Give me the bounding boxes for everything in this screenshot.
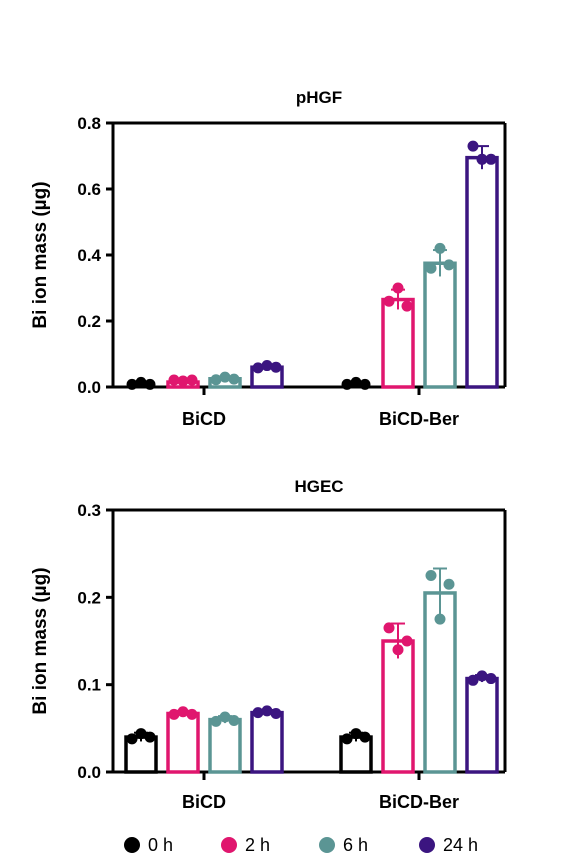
data-point bbox=[126, 733, 138, 745]
data-point bbox=[434, 242, 446, 254]
bar bbox=[465, 155, 499, 389]
y-tick-label: 0.2 bbox=[77, 312, 101, 331]
data-point bbox=[341, 733, 353, 745]
data-point bbox=[476, 670, 488, 682]
chart-title: HGEC bbox=[294, 477, 343, 496]
x-tick-label: BiCD-Ber bbox=[379, 792, 459, 812]
data-point bbox=[443, 259, 455, 271]
data-point bbox=[144, 731, 156, 743]
bar bbox=[423, 261, 457, 389]
data-point bbox=[350, 376, 362, 388]
legend-label: 6 h bbox=[343, 835, 368, 855]
x-tick-label: BiCD-Ber bbox=[379, 409, 459, 429]
y-tick-label: 0.6 bbox=[77, 180, 101, 199]
data-point bbox=[392, 644, 404, 656]
bar bbox=[381, 639, 415, 774]
y-tick-label: 0.0 bbox=[77, 378, 101, 397]
data-point bbox=[485, 153, 497, 165]
y-tick-label: 0.4 bbox=[77, 246, 101, 265]
chart-title: pHGF bbox=[296, 88, 342, 107]
data-point bbox=[210, 374, 222, 386]
data-point bbox=[144, 378, 156, 390]
data-point bbox=[383, 295, 395, 307]
data-point bbox=[392, 282, 404, 294]
data-point bbox=[425, 262, 437, 274]
data-point bbox=[359, 731, 371, 743]
legend-marker bbox=[124, 837, 140, 853]
data-point bbox=[186, 374, 198, 386]
data-point bbox=[476, 153, 488, 165]
data-point bbox=[210, 715, 222, 727]
data-point bbox=[467, 674, 479, 686]
y-axis-label: Bi ion mass (µg) bbox=[30, 567, 51, 714]
data-point bbox=[135, 728, 147, 740]
data-point bbox=[434, 613, 446, 625]
data-point bbox=[270, 361, 282, 373]
data-point bbox=[401, 635, 413, 647]
data-point bbox=[261, 360, 273, 372]
legend-marker bbox=[419, 837, 435, 853]
bar bbox=[166, 711, 200, 774]
data-point bbox=[341, 378, 353, 390]
bar bbox=[250, 710, 284, 774]
bar bbox=[208, 717, 242, 774]
bar bbox=[465, 676, 499, 774]
data-point bbox=[219, 371, 231, 383]
y-tick-label: 0.1 bbox=[77, 676, 101, 695]
data-point bbox=[135, 376, 147, 388]
legend-marker bbox=[319, 837, 335, 853]
data-point bbox=[168, 708, 180, 720]
data-point bbox=[261, 705, 273, 717]
data-point bbox=[485, 673, 497, 685]
y-tick-label: 0.0 bbox=[77, 763, 101, 782]
data-point bbox=[186, 708, 198, 720]
legend-label: 2 h bbox=[245, 835, 270, 855]
y-tick-label: 0.8 bbox=[77, 114, 101, 133]
data-point bbox=[359, 378, 371, 390]
legend-marker bbox=[221, 837, 237, 853]
data-point bbox=[126, 378, 138, 390]
data-point bbox=[177, 375, 189, 387]
x-tick-label: BiCD bbox=[182, 409, 226, 429]
data-point bbox=[252, 362, 264, 374]
data-point bbox=[383, 622, 395, 634]
data-point bbox=[467, 140, 479, 152]
data-point bbox=[219, 711, 231, 723]
legend-label: 0 h bbox=[148, 835, 173, 855]
data-point bbox=[425, 570, 437, 581]
y-tick-label: 0.2 bbox=[77, 588, 101, 607]
data-point bbox=[401, 300, 413, 312]
legend-label: 24 h bbox=[443, 835, 478, 855]
data-point bbox=[177, 706, 189, 718]
data-point bbox=[350, 728, 362, 740]
x-tick-label: BiCD bbox=[182, 792, 226, 812]
data-point bbox=[168, 374, 180, 386]
data-point bbox=[252, 707, 264, 719]
data-point bbox=[228, 373, 240, 385]
data-point bbox=[228, 714, 240, 726]
bar bbox=[381, 297, 415, 389]
y-axis-label: Bi ion mass (µg) bbox=[30, 181, 51, 328]
data-point bbox=[443, 578, 455, 590]
data-point bbox=[270, 707, 282, 719]
y-tick-label: 0.3 bbox=[77, 501, 101, 520]
